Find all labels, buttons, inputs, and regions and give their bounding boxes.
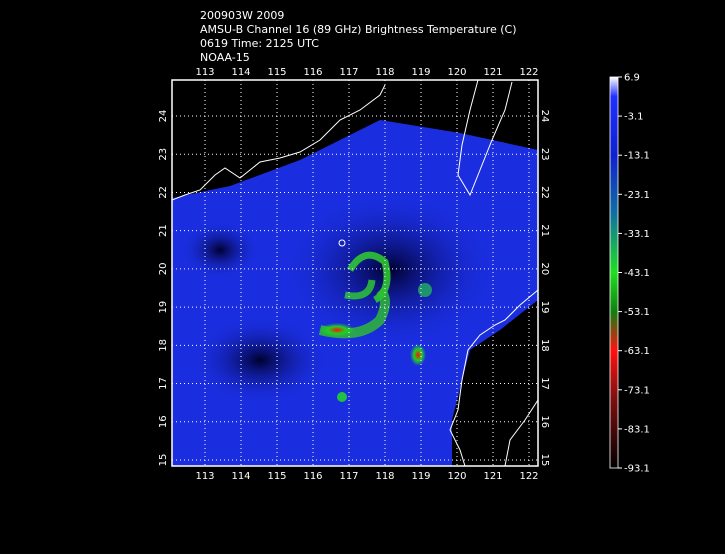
colorbar-label: -33.1 xyxy=(624,229,650,240)
lon-tick-label: 115 xyxy=(267,67,286,78)
lon-tick-label: 117 xyxy=(339,471,358,482)
lat-tick-label: 23 xyxy=(158,148,169,161)
lon-tick-label: 119 xyxy=(411,67,430,78)
lon-tick-label: 114 xyxy=(231,67,250,78)
lat-tick-label: 24 xyxy=(539,110,550,123)
lat-tick-label: 22 xyxy=(539,186,550,199)
lon-tick-label: 113 xyxy=(195,471,214,482)
lon-tick-label: 118 xyxy=(375,67,394,78)
lat-tick-label: 15 xyxy=(539,454,550,467)
title-line: 200903W 2009 xyxy=(200,9,284,22)
lat-tick-label: 17 xyxy=(539,377,550,390)
colorbar xyxy=(609,76,619,469)
lon-tick-label: 116 xyxy=(303,471,322,482)
title-line: AMSU-B Channel 16 (89 GHz) Brightness Te… xyxy=(200,23,517,36)
colorbar-label: -63.1 xyxy=(624,346,650,357)
colorbar-label: -3.1 xyxy=(624,112,644,123)
lon-tick-label: 122 xyxy=(519,471,538,482)
colorbar-label: -93.1 xyxy=(624,464,650,475)
lat-tick-label: 15 xyxy=(158,454,169,467)
title-line: NOAA-15 xyxy=(200,51,250,64)
lat-tick-label: 19 xyxy=(158,301,169,314)
colorbar-label: -43.1 xyxy=(624,268,650,279)
lon-tick-label: 115 xyxy=(267,471,286,482)
colorbar-label: -53.1 xyxy=(624,307,650,318)
colorbar-label: -23.1 xyxy=(624,190,650,201)
lat-tick-label: 17 xyxy=(158,377,169,390)
lat-tick-label: 20 xyxy=(539,263,550,276)
lat-tick-label: 21 xyxy=(158,224,169,237)
colorbar-label: -13.1 xyxy=(624,151,650,162)
lon-tick-label: 118 xyxy=(375,471,394,482)
lon-tick-label: 116 xyxy=(303,67,322,78)
title-line: 0619 Time: 2125 UTC xyxy=(200,37,319,50)
lon-tick-label: 113 xyxy=(195,67,214,78)
map-frame xyxy=(171,79,539,467)
lat-tick-label: 20 xyxy=(158,263,169,276)
imagery xyxy=(172,80,538,466)
colorbar-label: -73.1 xyxy=(624,385,650,396)
colorbar-label: -83.1 xyxy=(624,424,650,435)
lat-tick-label: 21 xyxy=(539,224,550,237)
lon-tick-label: 121 xyxy=(483,67,502,78)
lon-tick-label: 114 xyxy=(231,471,250,482)
lon-tick-label: 120 xyxy=(447,471,466,482)
colorbar-label: 6.9 xyxy=(624,73,640,84)
lon-tick-label: 117 xyxy=(339,67,358,78)
lat-tick-label: 19 xyxy=(539,301,550,314)
ticks-layer: 113 113 114 114 115 115 116 116 117 117 118 118 119 1… xyxy=(158,67,650,482)
lon-tick-label: 121 xyxy=(483,471,502,482)
lat-tick-label: 16 xyxy=(539,415,550,428)
lat-tick-label: 18 xyxy=(158,339,169,352)
lon-tick-label: 119 xyxy=(411,471,430,482)
lon-tick-label: 120 xyxy=(447,67,466,78)
lat-tick-label: 23 xyxy=(539,148,550,161)
lat-tick-label: 24 xyxy=(158,110,169,123)
lat-tick-label: 18 xyxy=(539,339,550,352)
lat-tick-label: 16 xyxy=(158,415,169,428)
lon-tick-label: 122 xyxy=(519,67,538,78)
lat-tick-label: 22 xyxy=(158,186,169,199)
